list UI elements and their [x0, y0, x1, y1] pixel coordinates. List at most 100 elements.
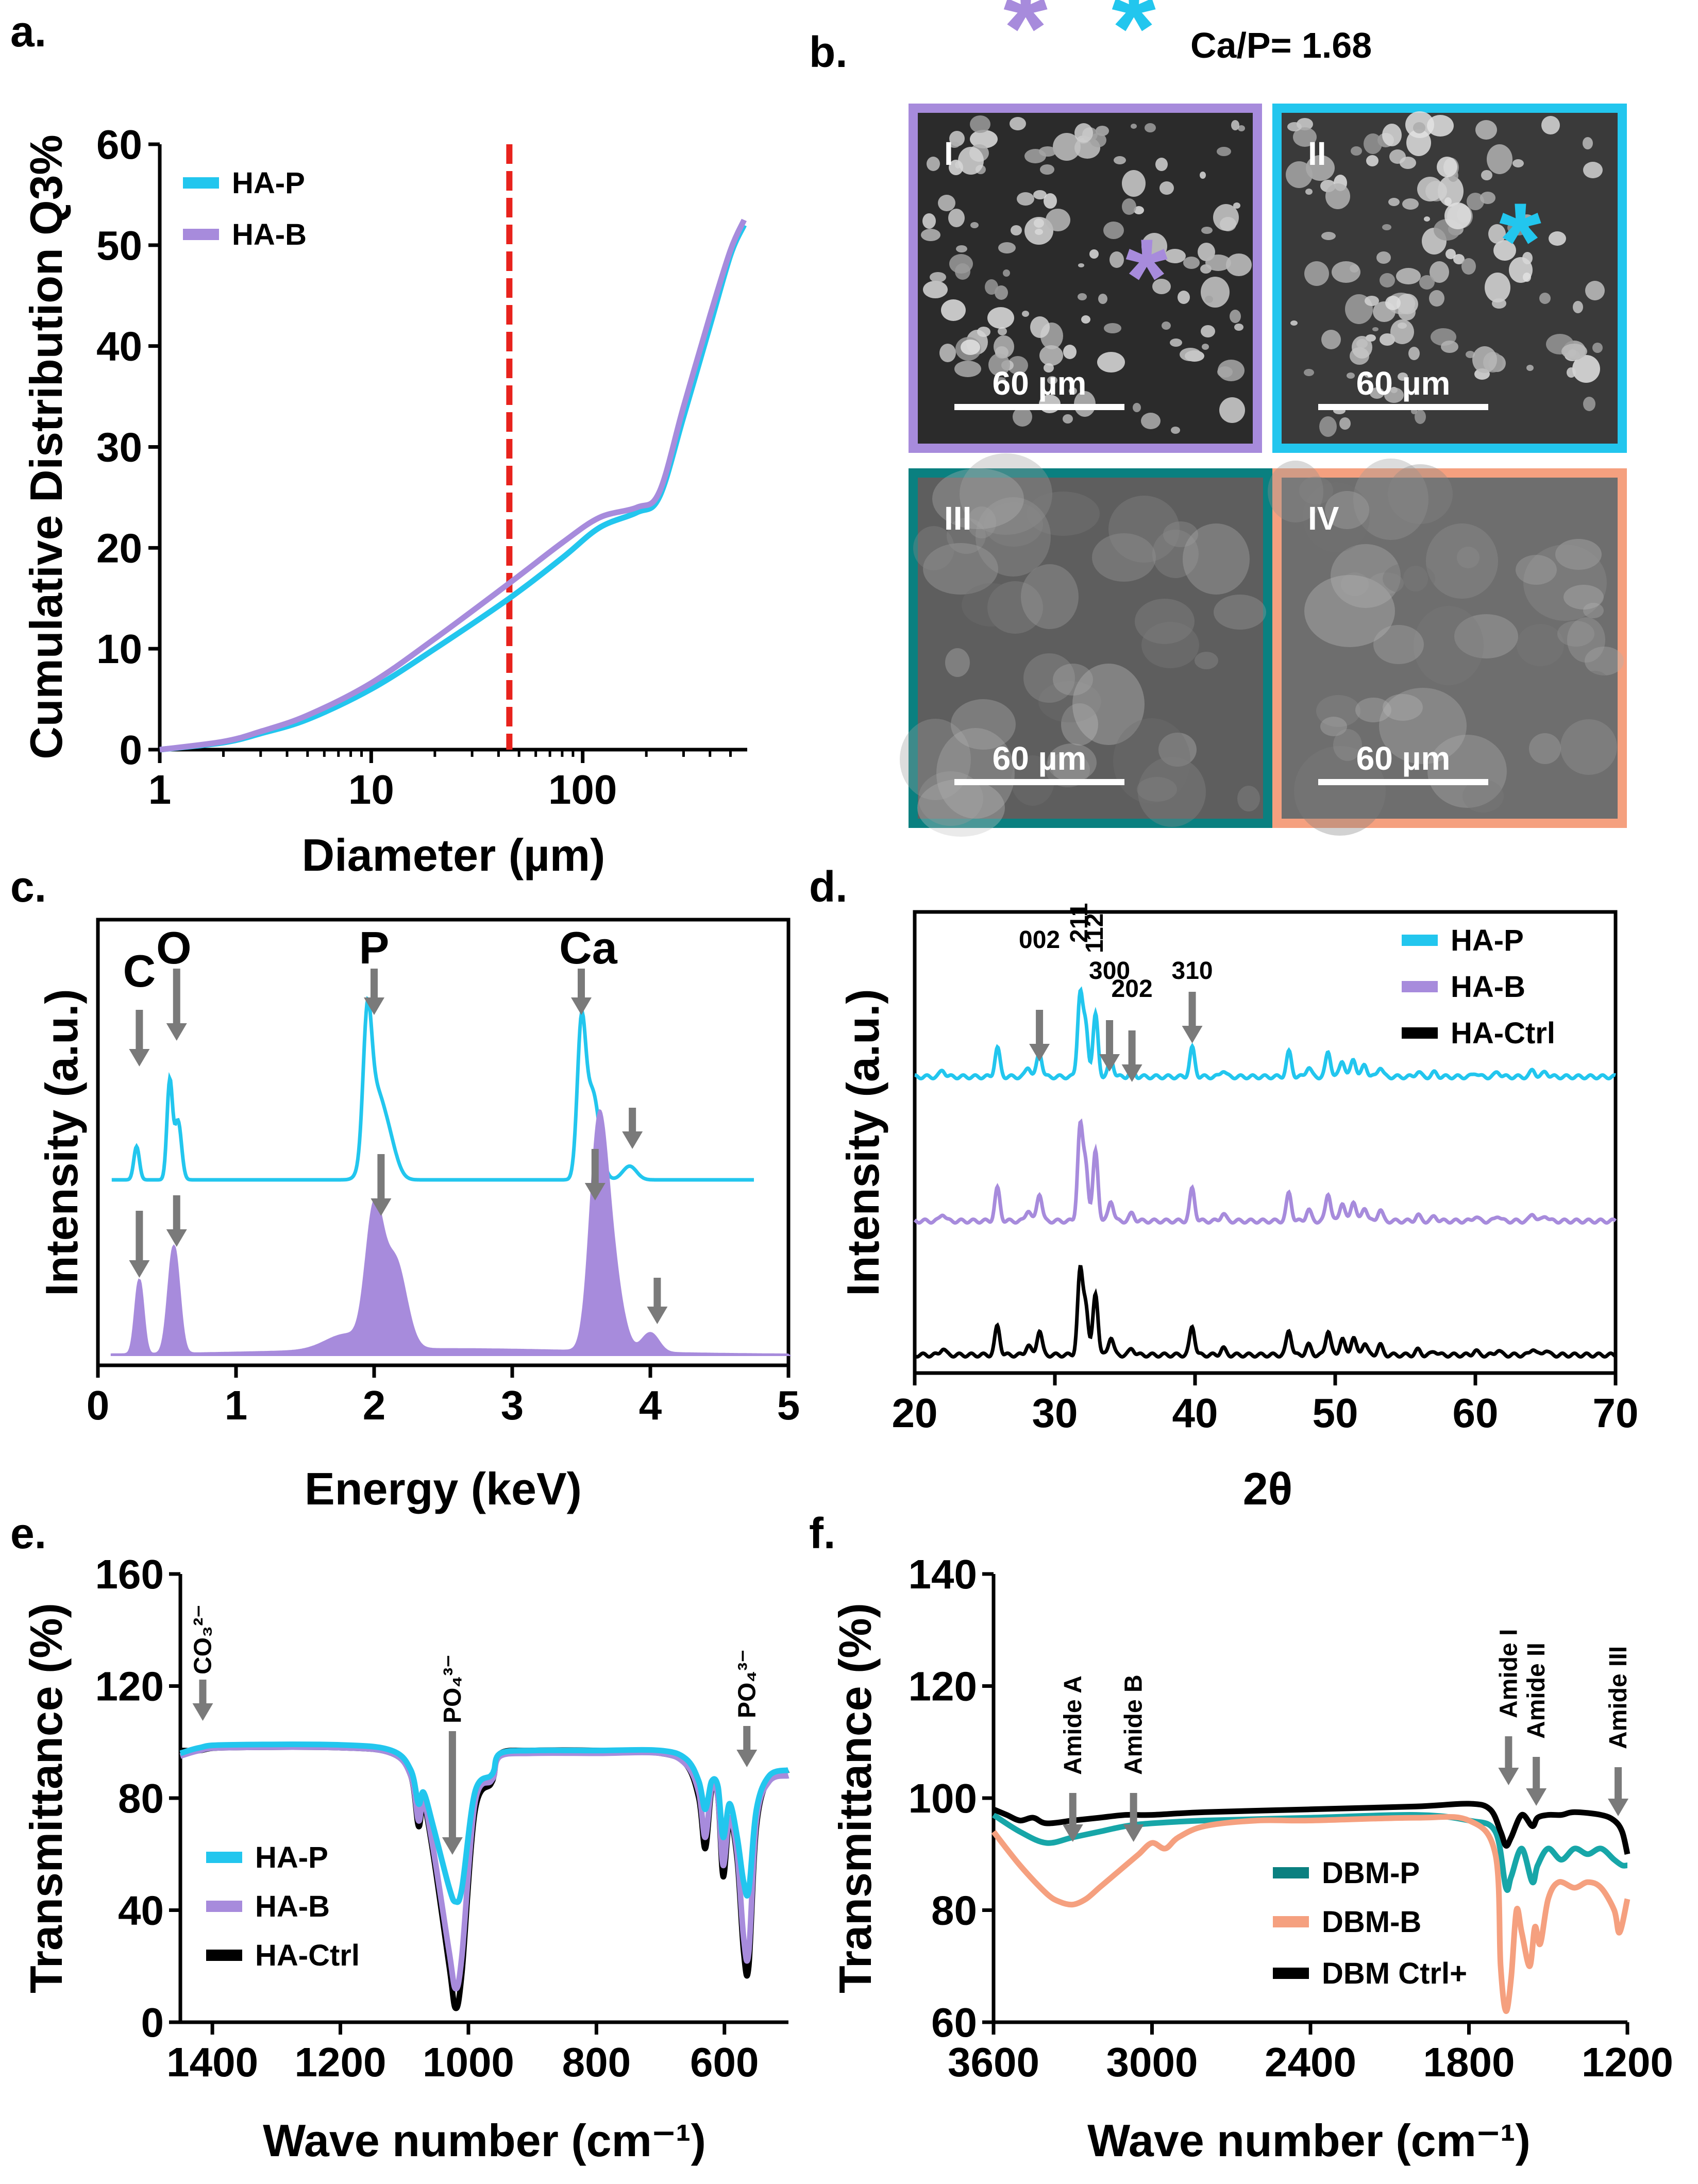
chart-d-miller-arrow-5-head	[1182, 1026, 1203, 1043]
chart-c-xtick-label: 5	[777, 1382, 800, 1428]
chart-c-element-label: C	[123, 945, 156, 996]
sem-texture	[1163, 521, 1198, 547]
chart-f-band-label: Amide II	[1523, 1643, 1550, 1739]
sem-texture	[1364, 133, 1382, 154]
sem-texture	[1488, 224, 1506, 244]
panel-b-sem-images: * * Ca/P= 1.68 I 60 µm II 60 µm III 60 µm IV 60…	[900, 0, 1627, 837]
chart-c-arrow-bottom-0-head	[129, 1260, 150, 1278]
chart-e-x-title: Wave number (cm⁻¹)	[263, 2115, 706, 2166]
sem-texture	[1444, 197, 1452, 206]
panel-label-f: f.	[809, 1509, 835, 1557]
chart-f-xtick-label: 1200	[1582, 2039, 1673, 2085]
sem-texture	[1512, 159, 1524, 167]
sem-texture	[1022, 311, 1029, 317]
chart-f-band-arrow-0-head	[1062, 1824, 1083, 1842]
chart-d-y-title: Intensity (a.u.)	[837, 989, 888, 1296]
sem-texture	[1445, 249, 1456, 259]
chart-e-band-label: CO₃²⁻	[189, 1604, 216, 1674]
sem-texture	[1268, 461, 1323, 522]
sem-texture	[1400, 157, 1416, 169]
chart-e-y-title: Transmittance (%)	[21, 1603, 72, 1993]
chart-d-series-ha-ctrl	[913, 1265, 1617, 1359]
chart-d-miller-label: 202	[1112, 975, 1153, 1003]
sem-texture	[1585, 647, 1624, 675]
sem-texture	[1131, 124, 1137, 129]
sem-texture	[947, 518, 986, 554]
sem-texture	[1108, 496, 1180, 563]
chart-d-miller-arrow-3-head	[1099, 1054, 1120, 1072]
sem-texture	[1141, 622, 1199, 668]
sem-texture	[1074, 123, 1093, 143]
sem-texture	[956, 245, 967, 252]
sem-texture	[1053, 133, 1081, 161]
chart-c-xtick-label: 4	[639, 1382, 662, 1428]
chart-d-miller-label: 112	[1081, 913, 1108, 953]
sem-texture	[960, 453, 1052, 535]
sem-texture	[1023, 653, 1075, 703]
sem-texture	[1487, 144, 1512, 174]
chart-d-xtick-label: 40	[1172, 1390, 1218, 1436]
chart-c-x-title: Energy (keV)	[305, 1463, 582, 1514]
chart-e-band-arrow-1-head	[442, 1837, 463, 1855]
sem-image-label: I	[944, 135, 953, 172]
sem-image-label: IV	[1308, 500, 1339, 537]
sem-texture	[1352, 336, 1372, 359]
sem-texture	[1164, 249, 1186, 263]
sem-texture	[1286, 161, 1313, 188]
sem-texture	[1213, 204, 1239, 231]
sem-texture	[932, 468, 1024, 529]
sem-texture	[1017, 192, 1034, 206]
chart-e-ytick-label: 160	[95, 1551, 164, 1597]
panel-label-a: a.	[10, 7, 46, 56]
sem-texture	[1592, 343, 1603, 353]
sem-texture	[1583, 603, 1604, 618]
chart-d-xtick-label: 70	[1593, 1390, 1639, 1436]
sem-texture	[1162, 321, 1171, 330]
sem-texture	[1382, 224, 1391, 230]
sem-texture	[1299, 477, 1333, 504]
chart-a-x-title: Diameter (µm)	[302, 829, 606, 881]
chart-c-arrow-top-1-head	[166, 1023, 187, 1041]
sem-texture	[1429, 290, 1444, 307]
sem-texture	[1226, 253, 1252, 276]
chart-d-xtick-label: 60	[1453, 1390, 1499, 1436]
sem-texture	[1541, 116, 1560, 134]
sem-texture	[1237, 786, 1260, 811]
chart-a-ytick-label: 10	[96, 626, 142, 672]
sem-texture	[987, 307, 1014, 329]
sem-marker-cyan-icon: *	[1499, 180, 1541, 301]
sem-texture	[1316, 695, 1360, 727]
chart-a-ytick-label: 50	[96, 223, 142, 268]
chart-d-miller-arrow-0-head	[1029, 1044, 1050, 1061]
chart-a-xtick-label: 1	[148, 767, 172, 812]
sem-texture	[1341, 572, 1369, 596]
sem-texture	[1159, 181, 1174, 195]
chart-f-series-dbm-ctrl-	[992, 1801, 1630, 1855]
sem-texture	[1427, 735, 1507, 808]
scale-bar-label: 60 µm	[1356, 740, 1451, 777]
sem-texture	[987, 581, 1043, 634]
sem-texture	[1325, 183, 1350, 209]
sem-texture	[923, 281, 948, 298]
sem-texture	[1202, 344, 1209, 350]
sem-texture	[1572, 355, 1600, 383]
chart-f-series-dbm-p	[991, 1811, 1628, 1893]
sem-texture	[1304, 369, 1314, 376]
sem-texture	[1332, 261, 1360, 283]
sem-texture	[1201, 277, 1230, 308]
chart-a-series-ha-b	[159, 218, 747, 753]
sem-texture	[1383, 563, 1435, 595]
sem-marker-purple-icon: *	[1125, 216, 1168, 337]
sem-texture	[1183, 523, 1250, 595]
sem-texture	[1011, 225, 1022, 235]
chart-c-arrow-top-2-head	[364, 997, 384, 1015]
chart-e-ytick-label: 0	[141, 2000, 164, 2045]
chart-c-arrow-bottom-1-head	[166, 1229, 187, 1247]
sem-texture	[913, 526, 954, 570]
sem-texture	[1320, 717, 1347, 736]
chart-a-particle-distribution: 0 10 20 30 40 50 60 1 10 100 HA-P HA-B Diameter (µm)…	[21, 122, 747, 881]
sem-texture	[1453, 254, 1465, 264]
sem-texture	[1092, 533, 1156, 582]
sem-texture	[1366, 374, 1373, 378]
chart-f-band-arrow-2-head	[1498, 1768, 1519, 1785]
